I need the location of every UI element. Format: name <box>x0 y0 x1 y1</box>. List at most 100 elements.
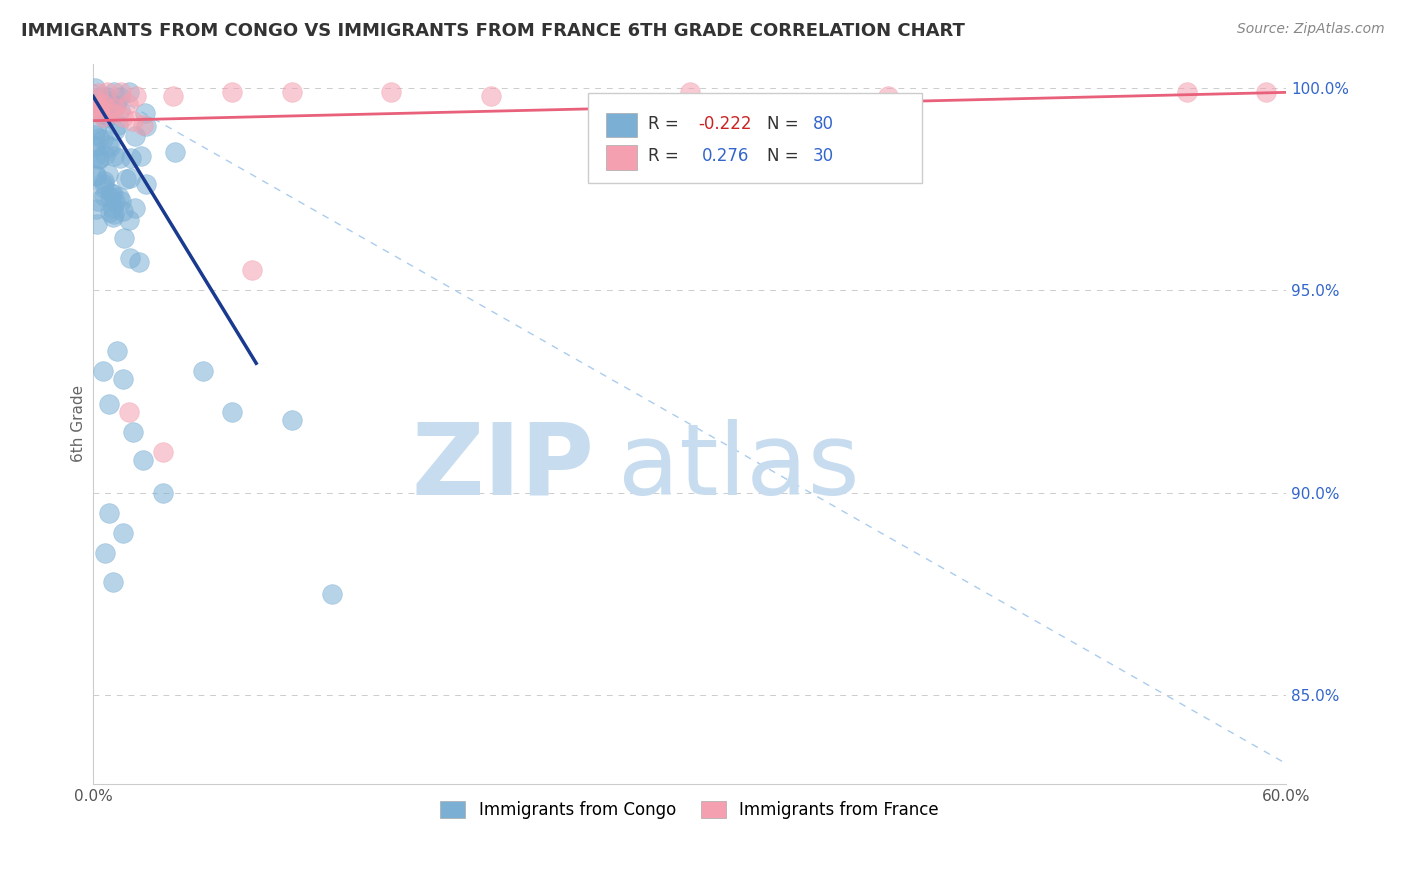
Point <box>120 252 142 266</box>
Point <box>97 167 120 181</box>
Point <box>87 100 110 114</box>
Point <box>84 122 107 136</box>
FancyBboxPatch shape <box>606 113 637 137</box>
Point <box>120 151 142 165</box>
Point <box>132 453 155 467</box>
Point <box>321 587 343 601</box>
Point <box>118 213 141 227</box>
Point <box>1175 86 1198 100</box>
Point <box>84 128 107 142</box>
Text: IMMIGRANTS FROM CONGO VS IMMIGRANTS FROM FRANCE 6TH GRADE CORRELATION CHART: IMMIGRANTS FROM CONGO VS IMMIGRANTS FROM… <box>21 22 965 40</box>
Point <box>100 186 122 200</box>
Point <box>98 140 121 154</box>
Point <box>84 169 107 184</box>
Text: N =: N = <box>768 147 804 165</box>
Point <box>84 150 107 164</box>
Point <box>101 201 124 215</box>
Point <box>103 85 125 99</box>
Point <box>115 171 138 186</box>
Point <box>120 171 142 186</box>
Point <box>281 86 304 100</box>
Point <box>152 485 174 500</box>
FancyBboxPatch shape <box>588 93 922 183</box>
Point <box>110 90 132 104</box>
Point <box>132 118 155 132</box>
Point <box>91 110 114 124</box>
Point <box>96 86 118 100</box>
Point <box>104 101 127 115</box>
Point <box>84 202 107 216</box>
Point <box>134 106 156 120</box>
Text: 80: 80 <box>813 115 834 133</box>
Text: atlas: atlas <box>619 418 859 516</box>
Point <box>108 190 131 204</box>
Point <box>101 574 124 589</box>
Point <box>104 195 127 210</box>
Point <box>103 207 125 221</box>
Point <box>93 178 115 192</box>
Point <box>86 217 108 231</box>
Point <box>89 151 111 165</box>
Point <box>162 89 184 103</box>
Point <box>111 372 134 386</box>
Text: N =: N = <box>768 115 804 133</box>
Point <box>152 445 174 459</box>
Point <box>128 254 150 268</box>
Point <box>91 131 114 145</box>
Point <box>281 413 304 427</box>
Point <box>98 102 121 116</box>
Point <box>98 190 121 204</box>
Point <box>96 90 118 104</box>
Point <box>877 89 900 103</box>
Text: 0.276: 0.276 <box>702 147 749 165</box>
Text: Source: ZipAtlas.com: Source: ZipAtlas.com <box>1237 22 1385 37</box>
Point <box>117 97 139 112</box>
Point <box>111 204 134 219</box>
Point <box>678 86 700 100</box>
Point <box>97 109 120 123</box>
Point <box>240 263 263 277</box>
Point <box>103 149 125 163</box>
Point <box>163 145 186 160</box>
Point <box>101 211 124 225</box>
Point <box>94 111 117 125</box>
Point <box>84 101 107 115</box>
Y-axis label: 6th Grade: 6th Grade <box>72 385 86 462</box>
Point <box>98 506 121 520</box>
Point <box>103 187 125 202</box>
Point <box>118 405 141 419</box>
Point <box>105 344 128 359</box>
Point <box>122 113 145 128</box>
Point <box>84 81 107 95</box>
Point <box>124 201 146 215</box>
Point <box>86 99 108 113</box>
Point <box>1254 86 1277 100</box>
Point <box>221 86 243 100</box>
Point <box>112 231 135 245</box>
Point <box>93 174 115 188</box>
Point <box>479 89 502 103</box>
Text: R =: R = <box>648 115 683 133</box>
Point <box>380 86 402 100</box>
Point <box>93 188 115 202</box>
Text: 30: 30 <box>813 147 834 165</box>
Point <box>125 89 148 103</box>
Point <box>110 85 132 99</box>
Point <box>91 97 114 112</box>
Point <box>91 364 114 378</box>
Point <box>97 138 120 153</box>
Point <box>86 168 108 182</box>
Point <box>94 147 117 161</box>
Point <box>98 204 121 219</box>
Point <box>89 152 111 166</box>
Point <box>122 425 145 439</box>
Point <box>84 92 107 106</box>
Point <box>91 180 114 194</box>
Point <box>107 118 129 132</box>
Point <box>91 107 114 121</box>
Point <box>87 130 110 145</box>
Point <box>108 151 131 165</box>
Text: -0.222: -0.222 <box>697 115 751 133</box>
Point <box>111 526 134 541</box>
Point <box>84 99 107 113</box>
